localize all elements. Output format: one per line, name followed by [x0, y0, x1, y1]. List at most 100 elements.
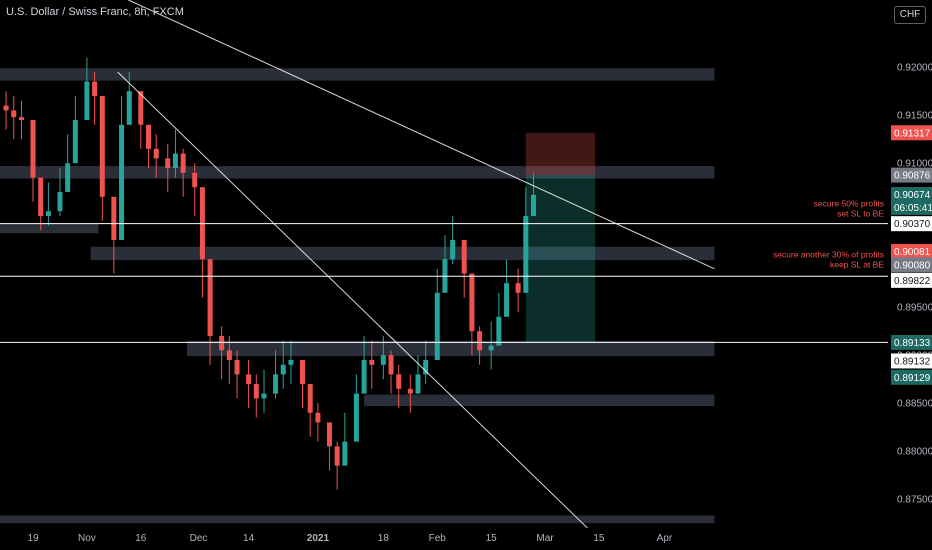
- annotation-text: set SL to BE: [837, 208, 884, 218]
- time-axis-bg: [0, 528, 932, 550]
- price-label: 0.90876: [894, 171, 931, 182]
- candle-body: [273, 374, 279, 394]
- y-tick-label: 0.91500: [897, 111, 932, 122]
- reward-zone: [525, 175, 596, 343]
- candle-body: [307, 384, 313, 413]
- price-label-bg: [891, 216, 932, 232]
- candle-body: [315, 412, 321, 423]
- candle-body: [207, 259, 213, 336]
- x-tick-label: Nov: [78, 533, 96, 544]
- candle-body: [288, 360, 294, 365]
- sr-zone: [90, 246, 715, 261]
- candle-body: [30, 120, 36, 178]
- candle-body: [99, 96, 105, 197]
- candle-body: [18, 117, 24, 120]
- candle-body: [38, 177, 44, 216]
- candle-body: [326, 422, 332, 447]
- price-label: 06:05:41: [894, 203, 932, 214]
- candle-body: [380, 355, 386, 365]
- price-label-bg: [891, 334, 932, 350]
- candle-body: [153, 148, 159, 159]
- candle-body: [450, 240, 456, 260]
- candle-body: [3, 105, 9, 111]
- price-label-bg: [891, 243, 932, 259]
- candle-body: [434, 292, 440, 360]
- candle-body: [388, 355, 394, 375]
- candle-body: [415, 374, 421, 394]
- candle-body: [92, 81, 98, 96]
- sr-zone: [0, 166, 715, 179]
- chart-title: U.S. Dollar / Swiss Franc, 8h, FXCM: [6, 6, 184, 18]
- candle-body: [165, 158, 171, 168]
- candle-body: [488, 345, 494, 351]
- candle-body: [531, 194, 536, 216]
- y-tick-label: 0.89500: [897, 303, 932, 314]
- price-label: 0.89132: [894, 356, 931, 367]
- candle-body: [219, 336, 225, 351]
- candle-body: [334, 446, 340, 466]
- candle-body: [461, 240, 467, 274]
- price-label-bg: [891, 125, 932, 141]
- price-label: 0.90080: [894, 260, 931, 271]
- x-tick-label: 19: [27, 533, 39, 544]
- trendline: [117, 71, 588, 529]
- candle-body: [45, 211, 51, 216]
- price-label: 0.89129: [894, 373, 931, 384]
- candle-body: [172, 153, 178, 168]
- price-label: 0.90674: [894, 190, 931, 201]
- trendlines-layer: [117, 0, 715, 529]
- x-tick-label: 15: [486, 533, 498, 544]
- candle-body: [111, 196, 117, 240]
- candle-body: [300, 360, 305, 384]
- x-tick-label: Feb: [429, 533, 447, 544]
- candle-body: [407, 388, 413, 394]
- currency-button[interactable]: CHF: [894, 6, 926, 24]
- candle-body: [180, 153, 186, 173]
- y-tick-label: 0.91000: [897, 159, 932, 170]
- zones-layer: [0, 68, 715, 524]
- candle-body: [523, 216, 529, 293]
- time-axis[interactable]: 19 Nov 16 Dec 14 2021 18 Feb 15 Mar 15 Apr: [0, 528, 932, 550]
- candle-body: [119, 124, 125, 240]
- candle-body: [353, 393, 359, 442]
- y-tick-label: 0.88000: [897, 447, 932, 458]
- candle-body: [469, 273, 475, 332]
- candle-body: [261, 393, 267, 399]
- candle-body: [234, 360, 240, 375]
- candle-body: [246, 374, 252, 384]
- price-label-bg: [891, 353, 932, 369]
- annotation-text: secure 50% profits: [814, 198, 884, 208]
- x-tick-label: 15: [593, 533, 605, 544]
- price-label-bg: [891, 199, 932, 215]
- x-tick-label: Mar: [536, 533, 554, 544]
- candle-body: [496, 316, 502, 346]
- price-label: 0.91317: [894, 128, 931, 139]
- sr-zone: [187, 340, 715, 357]
- price-label: 0.90081: [894, 247, 931, 258]
- candle-body: [504, 283, 510, 317]
- x-tick-label: 16: [135, 533, 147, 544]
- candle-body: [342, 441, 348, 466]
- candle-body: [192, 172, 198, 188]
- annotation-text: secure another 30% of profits: [773, 249, 884, 259]
- x-tick-label: 14: [243, 533, 255, 544]
- candle-body: [477, 331, 483, 351]
- y-tick-label: 0.92000: [897, 63, 932, 74]
- candle-body: [126, 91, 132, 125]
- risk-zone: [525, 132, 596, 176]
- sr-zone: [0, 515, 715, 524]
- annotation-text: keep SL at BE: [830, 259, 884, 269]
- price-label-bg: [891, 272, 932, 288]
- position-layer: [525, 132, 596, 343]
- sr-zone: [0, 223, 99, 234]
- candle-body: [65, 163, 71, 192]
- y-tick-label: 0.88500: [897, 399, 932, 410]
- x-tick-label: 18: [378, 533, 390, 544]
- price-label: 0.90370: [894, 219, 931, 230]
- sr-zone: [0, 68, 715, 81]
- y-tick-label: 0.87500: [897, 495, 932, 506]
- candle-body: [369, 360, 375, 365]
- price-label-bg: [891, 369, 932, 385]
